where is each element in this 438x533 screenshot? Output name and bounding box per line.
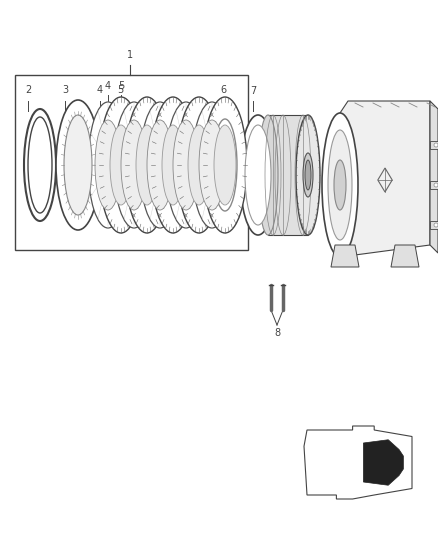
Ellipse shape — [140, 102, 180, 228]
Text: 2: 2 — [25, 85, 31, 95]
Ellipse shape — [213, 119, 237, 211]
Ellipse shape — [162, 125, 184, 205]
Ellipse shape — [114, 102, 154, 228]
Circle shape — [434, 143, 438, 147]
Ellipse shape — [64, 115, 92, 215]
Ellipse shape — [24, 109, 56, 221]
Bar — [430, 141, 438, 149]
Text: 4: 4 — [105, 81, 111, 91]
Polygon shape — [304, 426, 412, 499]
Ellipse shape — [188, 125, 210, 205]
Text: 6: 6 — [220, 85, 226, 95]
Ellipse shape — [258, 115, 278, 235]
Ellipse shape — [177, 97, 221, 233]
Text: 5: 5 — [118, 81, 124, 91]
Ellipse shape — [240, 115, 276, 235]
Ellipse shape — [334, 160, 346, 210]
Ellipse shape — [136, 125, 158, 205]
Ellipse shape — [305, 160, 311, 190]
Circle shape — [434, 223, 438, 227]
Text: 3: 3 — [62, 85, 68, 95]
Ellipse shape — [56, 100, 100, 230]
Polygon shape — [364, 440, 403, 485]
Ellipse shape — [147, 120, 173, 210]
Ellipse shape — [88, 102, 128, 228]
Ellipse shape — [245, 125, 271, 225]
Text: 1: 1 — [127, 50, 133, 60]
Ellipse shape — [99, 97, 143, 233]
Ellipse shape — [199, 120, 225, 210]
Bar — [430, 221, 438, 229]
Polygon shape — [391, 245, 419, 267]
Polygon shape — [430, 101, 438, 253]
Bar — [430, 181, 438, 189]
Ellipse shape — [110, 125, 132, 205]
Text: 7: 7 — [250, 86, 256, 96]
Polygon shape — [340, 101, 430, 257]
Ellipse shape — [303, 153, 313, 197]
Ellipse shape — [296, 115, 320, 235]
Text: 8: 8 — [274, 328, 280, 338]
Ellipse shape — [95, 120, 121, 210]
Circle shape — [434, 183, 438, 187]
Ellipse shape — [173, 120, 199, 210]
Ellipse shape — [322, 113, 358, 257]
Polygon shape — [331, 245, 359, 267]
Bar — [15, 75, 248, 250]
Ellipse shape — [214, 125, 236, 205]
Ellipse shape — [203, 97, 247, 233]
Text: 4: 4 — [97, 85, 103, 95]
Ellipse shape — [121, 120, 147, 210]
Ellipse shape — [166, 102, 206, 228]
Text: 5: 5 — [117, 85, 123, 95]
Ellipse shape — [151, 97, 195, 233]
Ellipse shape — [328, 130, 352, 240]
Ellipse shape — [192, 102, 232, 228]
Ellipse shape — [28, 117, 52, 213]
Ellipse shape — [125, 97, 169, 233]
Bar — [268, 115, 308, 235]
Ellipse shape — [207, 109, 243, 221]
